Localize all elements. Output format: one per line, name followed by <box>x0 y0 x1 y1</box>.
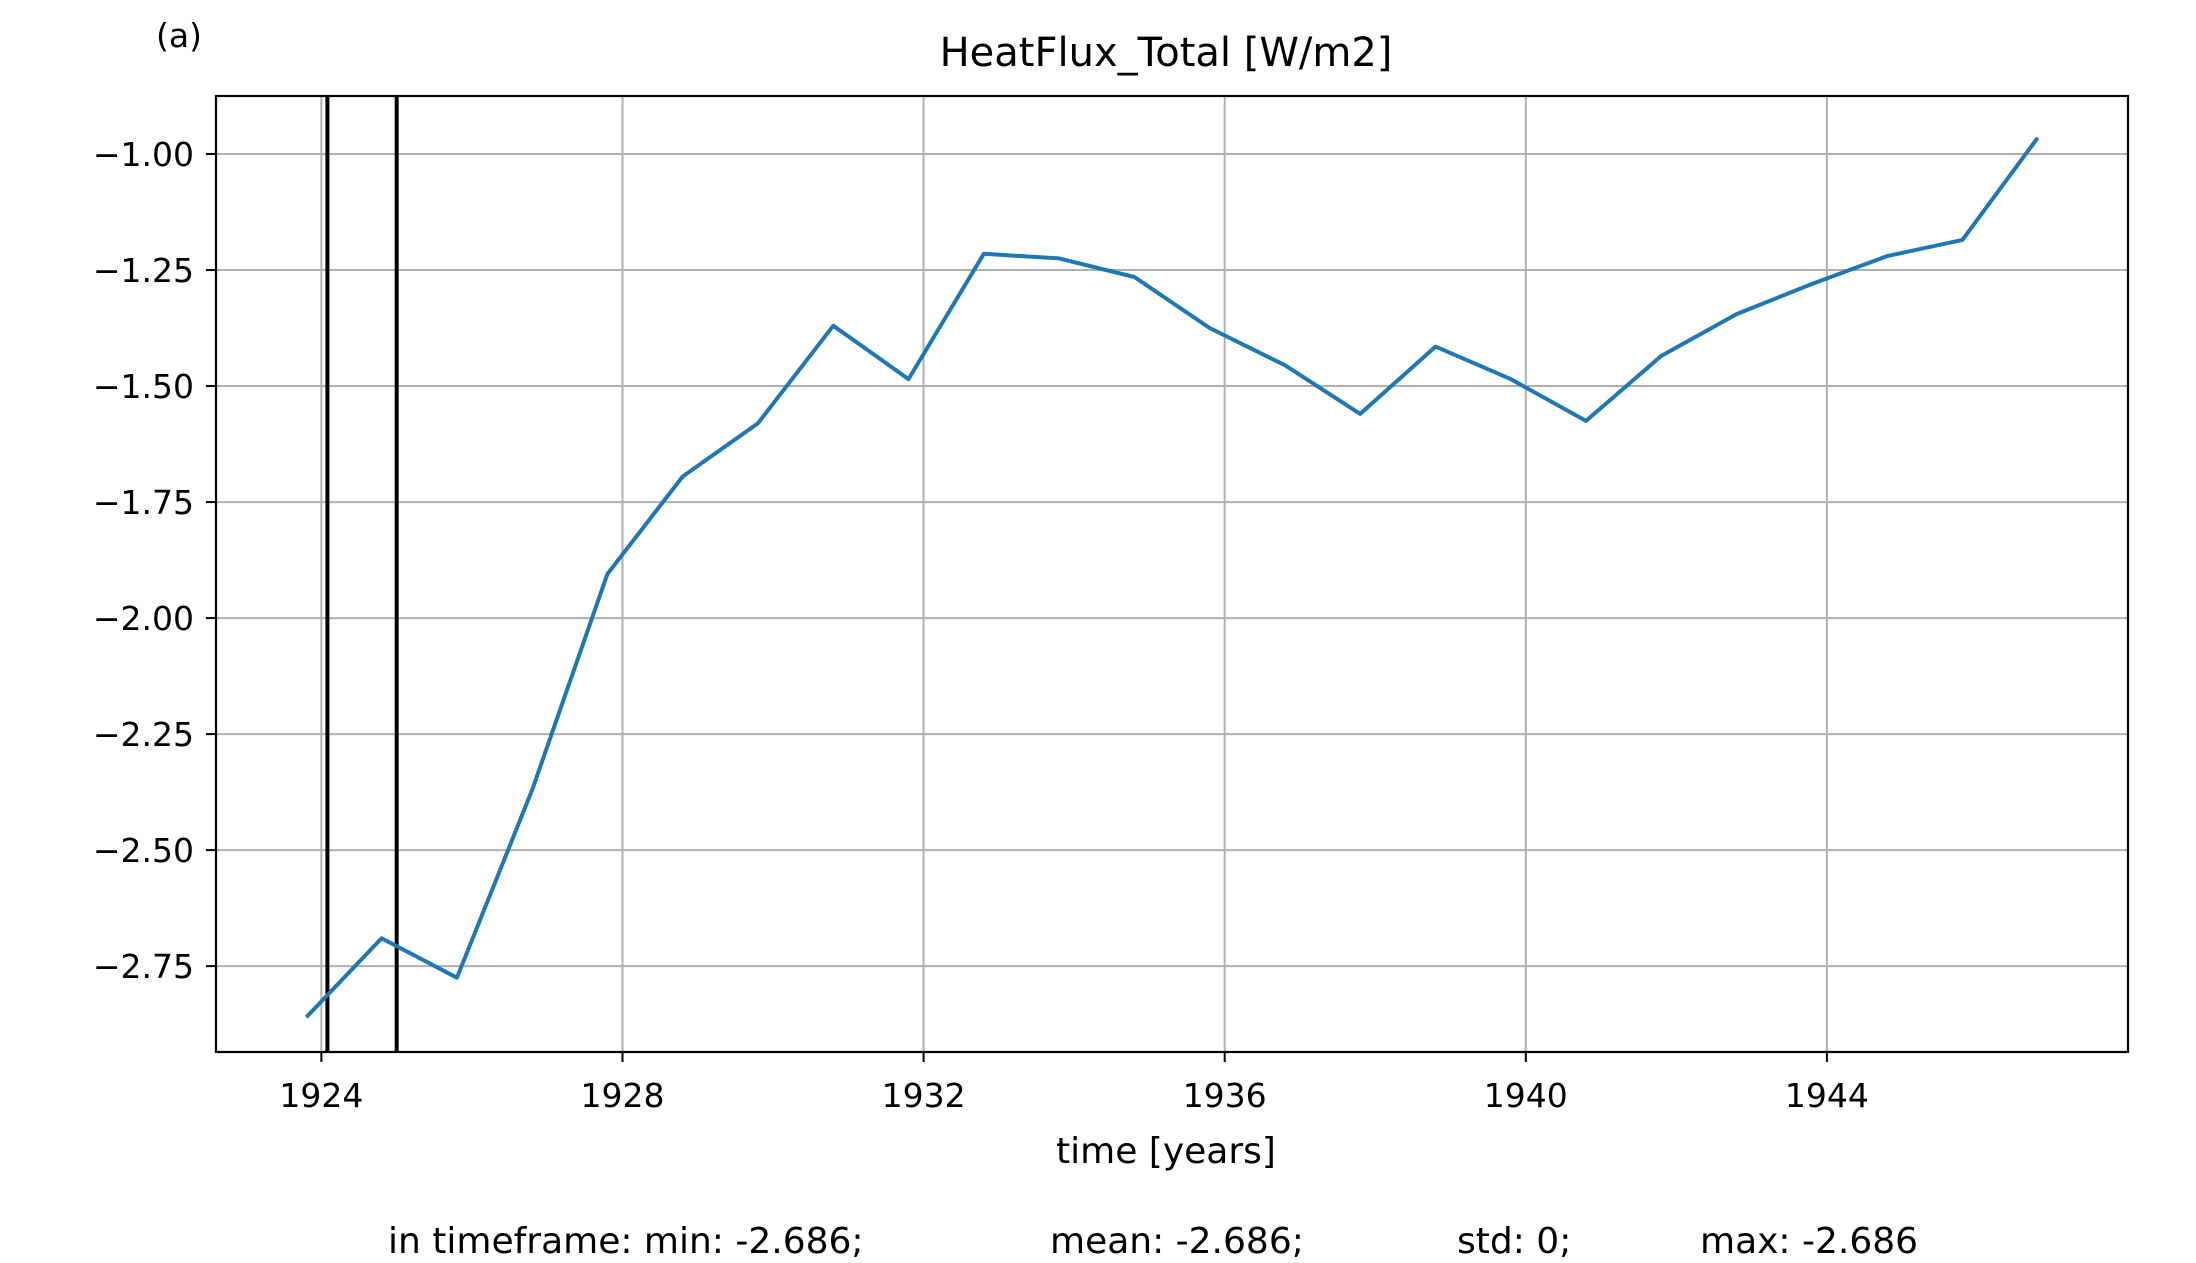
stats-prefix: in timeframe: <box>388 1221 644 1262</box>
stats-max: max: -2.686 <box>1700 1221 1918 1262</box>
vertical-marker-lines <box>325 96 399 1052</box>
panel-label: (a) <box>156 16 202 55</box>
stats-line: in timeframe: min: -2.686; <box>388 1221 864 1262</box>
y-tick-label: −2.75 <box>93 947 194 986</box>
y-tick-label: −1.75 <box>93 483 194 522</box>
x-tick-label: 1932 <box>882 1076 966 1115</box>
stats-mean: mean: -2.686; <box>1050 1221 1304 1262</box>
series-layer <box>304 136 2040 1019</box>
y-tick-label: −2.25 <box>93 715 194 754</box>
stats-min: min: -2.686; <box>644 1221 864 1262</box>
series-line <box>304 136 2040 1019</box>
x-tick-label: 1924 <box>279 1076 363 1115</box>
stats-std: std: 0; <box>1457 1221 1571 1262</box>
y-tick-label: −1.25 <box>93 251 194 290</box>
y-tick-label: −1.50 <box>93 367 194 406</box>
x-tick-label: 1944 <box>1785 1076 1869 1115</box>
x-tick-label: 1940 <box>1484 1076 1568 1115</box>
chart-title: HeatFlux_Total [W/m2] <box>940 30 1393 76</box>
x-axis-label: time [years] <box>1056 1131 1276 1172</box>
x-tick-label: 1928 <box>580 1076 664 1115</box>
y-axis-ticks: −1.00 −1.25 −1.50 −1.75 −2.00 −2.25 −2.50 −2.75 <box>93 135 216 986</box>
grid-layer <box>216 96 2128 1052</box>
x-axis-ticks: 1924 1928 1932 1936 1940 1944 <box>279 1052 1869 1115</box>
plot-frame <box>214 94 2130 1054</box>
x-tick-label: 1936 <box>1183 1076 1267 1115</box>
y-tick-label: −1.00 <box>93 135 194 174</box>
y-tick-label: −2.00 <box>93 599 194 638</box>
y-tick-label: −2.50 <box>93 831 194 870</box>
